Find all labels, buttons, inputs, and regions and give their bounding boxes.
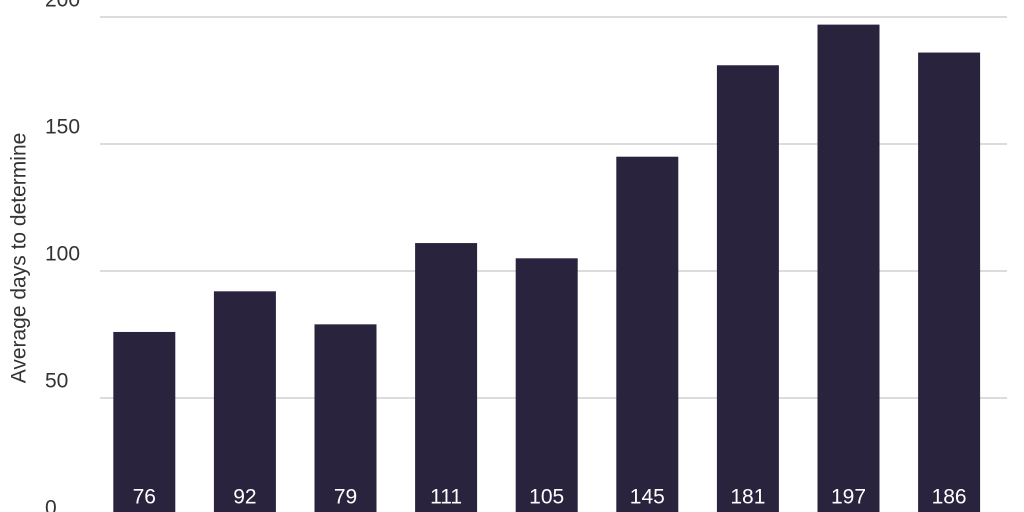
y-tick-label: 0: [45, 497, 57, 512]
value-label: 76: [133, 486, 156, 509]
value-label: 181: [730, 486, 765, 509]
value-label: 79: [334, 486, 357, 509]
bar: [113, 331, 176, 512]
value-label: 92: [233, 486, 256, 509]
bar: [314, 324, 377, 512]
y-tick-label: 200: [45, 0, 80, 12]
bar: [716, 65, 779, 512]
value-label: 197: [831, 486, 866, 509]
bar: [213, 291, 276, 512]
bar: [616, 156, 679, 512]
y-tick-label: 50: [45, 370, 68, 393]
value-label: 186: [932, 486, 967, 509]
value-label: 111: [430, 486, 462, 509]
bar: [415, 243, 478, 512]
value-label: 145: [630, 486, 665, 509]
bar: [918, 52, 981, 512]
value-label: 105: [529, 486, 564, 509]
y-tick-label: 100: [45, 243, 80, 266]
y-tick-label: 150: [45, 116, 80, 139]
bar: [515, 258, 578, 512]
bar: [817, 24, 880, 512]
y-axis-title: Average days to determine: [8, 133, 31, 384]
